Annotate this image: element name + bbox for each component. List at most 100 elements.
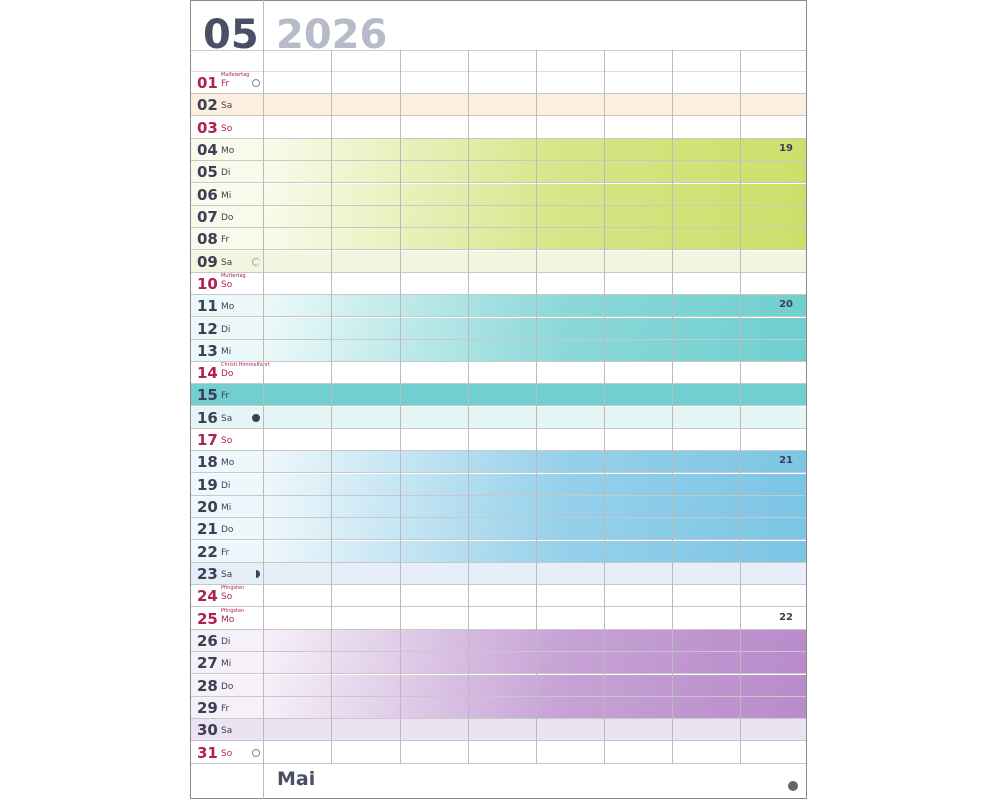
day-row[interactable]: 19 Di <box>191 473 806 496</box>
weekday: So <box>221 748 233 759</box>
day-row[interactable]: 08 Fr <box>191 228 806 251</box>
weekday: Sa <box>221 257 233 268</box>
calendar-frame <box>190 0 807 799</box>
day-row[interactable]: 09 Sa <box>191 250 806 273</box>
weekday: Mo <box>221 458 235 469</box>
day-row[interactable]: 05 Di <box>191 161 806 184</box>
day-row[interactable]: 10 So Muttertag <box>191 273 806 295</box>
weekday: Di <box>221 637 231 647</box>
day-number: 19 <box>197 475 218 494</box>
weekday: Fr <box>221 547 230 558</box>
day-row[interactable]: 11 Mo 20 <box>191 295 806 318</box>
day-row[interactable]: 17 So <box>191 429 806 452</box>
day-row[interactable]: 01 Fr Maifeiertag <box>191 72 806 94</box>
weekday: Sa <box>221 101 233 112</box>
weekday: Fr <box>221 703 230 714</box>
weekday: Mi <box>221 346 232 357</box>
day-row[interactable]: 20 Mi <box>191 496 806 519</box>
day-row[interactable]: 15 Fr <box>191 384 806 407</box>
holiday-label: Muttertag <box>221 272 246 279</box>
day-row[interactable]: 14 Do Christi Himmelfahrt <box>191 362 806 385</box>
day-number: 24 <box>197 587 218 606</box>
day-number: 06 <box>197 185 218 204</box>
day-number: 16 <box>197 408 218 427</box>
day-row[interactable]: 30 Sa <box>191 719 806 742</box>
day-number: 17 <box>197 431 218 450</box>
day-row[interactable]: 31 So <box>191 742 806 764</box>
day-number: 21 <box>197 520 218 539</box>
day-number: 13 <box>197 341 218 360</box>
day-row[interactable]: 27 Mi <box>191 652 806 675</box>
week-number: 19 <box>779 142 793 154</box>
day-row[interactable]: 23 Sa <box>191 563 806 586</box>
day-row[interactable]: 13 Mi <box>191 339 806 362</box>
day-row[interactable]: 24 So Pfingsten <box>191 585 806 608</box>
day-row[interactable]: 16 Sa <box>191 406 806 429</box>
weekday: Do <box>221 212 234 223</box>
holiday-label: Maifeiertag <box>221 72 250 78</box>
day-number: 20 <box>197 498 218 517</box>
day-row[interactable]: 07 Do <box>191 205 806 228</box>
weekday: Mo <box>221 145 235 156</box>
day-row[interactable]: 26 Di <box>191 630 806 652</box>
weekday: Mo <box>221 302 235 313</box>
day-number: 04 <box>197 140 218 159</box>
column-divider <box>400 50 401 764</box>
day-number: 01 <box>197 74 218 92</box>
weekday: Mi <box>221 190 232 201</box>
weekday: So <box>221 123 233 134</box>
day-number: 10 <box>197 274 218 293</box>
column-divider <box>536 50 537 764</box>
holiday-label: Pfingsten <box>221 585 245 592</box>
column-divider <box>468 50 469 764</box>
day-number: 08 <box>197 230 218 249</box>
weekday: Mi <box>221 659 232 670</box>
day-row[interactable]: 21 Do <box>191 518 806 541</box>
moon-full-icon <box>252 79 260 87</box>
weekday: Di <box>221 480 231 491</box>
weekday: Sa <box>221 413 233 424</box>
column-divider <box>672 50 673 764</box>
weekday: Sa <box>221 570 233 581</box>
day-number: 07 <box>197 207 218 226</box>
moon-full-icon <box>252 748 260 757</box>
weekday: So <box>221 279 233 290</box>
day-number: 02 <box>197 96 218 115</box>
week-number: 20 <box>779 299 793 311</box>
day-number: 09 <box>197 252 218 271</box>
grid-line <box>191 50 806 51</box>
day-row[interactable]: 12 Di <box>191 317 806 340</box>
day-number: 25 <box>197 609 218 628</box>
day-row[interactable]: 03 So <box>191 117 806 139</box>
weekday: Sa <box>221 726 233 737</box>
grid-line <box>191 71 806 72</box>
day-number: 31 <box>197 743 218 762</box>
weekday: So <box>221 592 233 603</box>
weekday: Fr <box>221 235 230 246</box>
column-divider <box>331 50 332 764</box>
day-number: 03 <box>197 118 218 137</box>
day-row[interactable]: 28 Do <box>191 674 806 697</box>
month-name: Mai <box>277 768 316 790</box>
weekday: Do <box>221 681 234 692</box>
day-row[interactable]: 04 Mo 19 <box>191 138 806 161</box>
moon-last-quarter-icon <box>252 257 260 266</box>
day-number: 12 <box>197 319 218 338</box>
day-number: 18 <box>197 453 218 472</box>
day-number: 22 <box>197 542 218 561</box>
day-row[interactable]: 02 Sa <box>191 94 806 117</box>
day-row[interactable]: 29 Fr <box>191 696 806 719</box>
day-row[interactable]: 25 Mo Pfingsten 22 <box>191 608 806 630</box>
day-number: 30 <box>197 721 218 740</box>
month-number: 05 <box>203 12 259 58</box>
day-number: 14 <box>197 364 218 383</box>
holiday-label: Pfingsten <box>221 607 245 614</box>
day-row[interactable]: 06 Mi <box>191 183 806 206</box>
day-row[interactable]: 18 Mo 21 <box>191 451 806 474</box>
week-number: 21 <box>779 455 793 467</box>
weekday: Fr <box>221 79 230 89</box>
moon-new-icon <box>252 413 260 422</box>
day-row[interactable]: 22 Fr <box>191 540 806 563</box>
weekday: Do <box>221 525 234 536</box>
day-number: 05 <box>197 163 218 182</box>
